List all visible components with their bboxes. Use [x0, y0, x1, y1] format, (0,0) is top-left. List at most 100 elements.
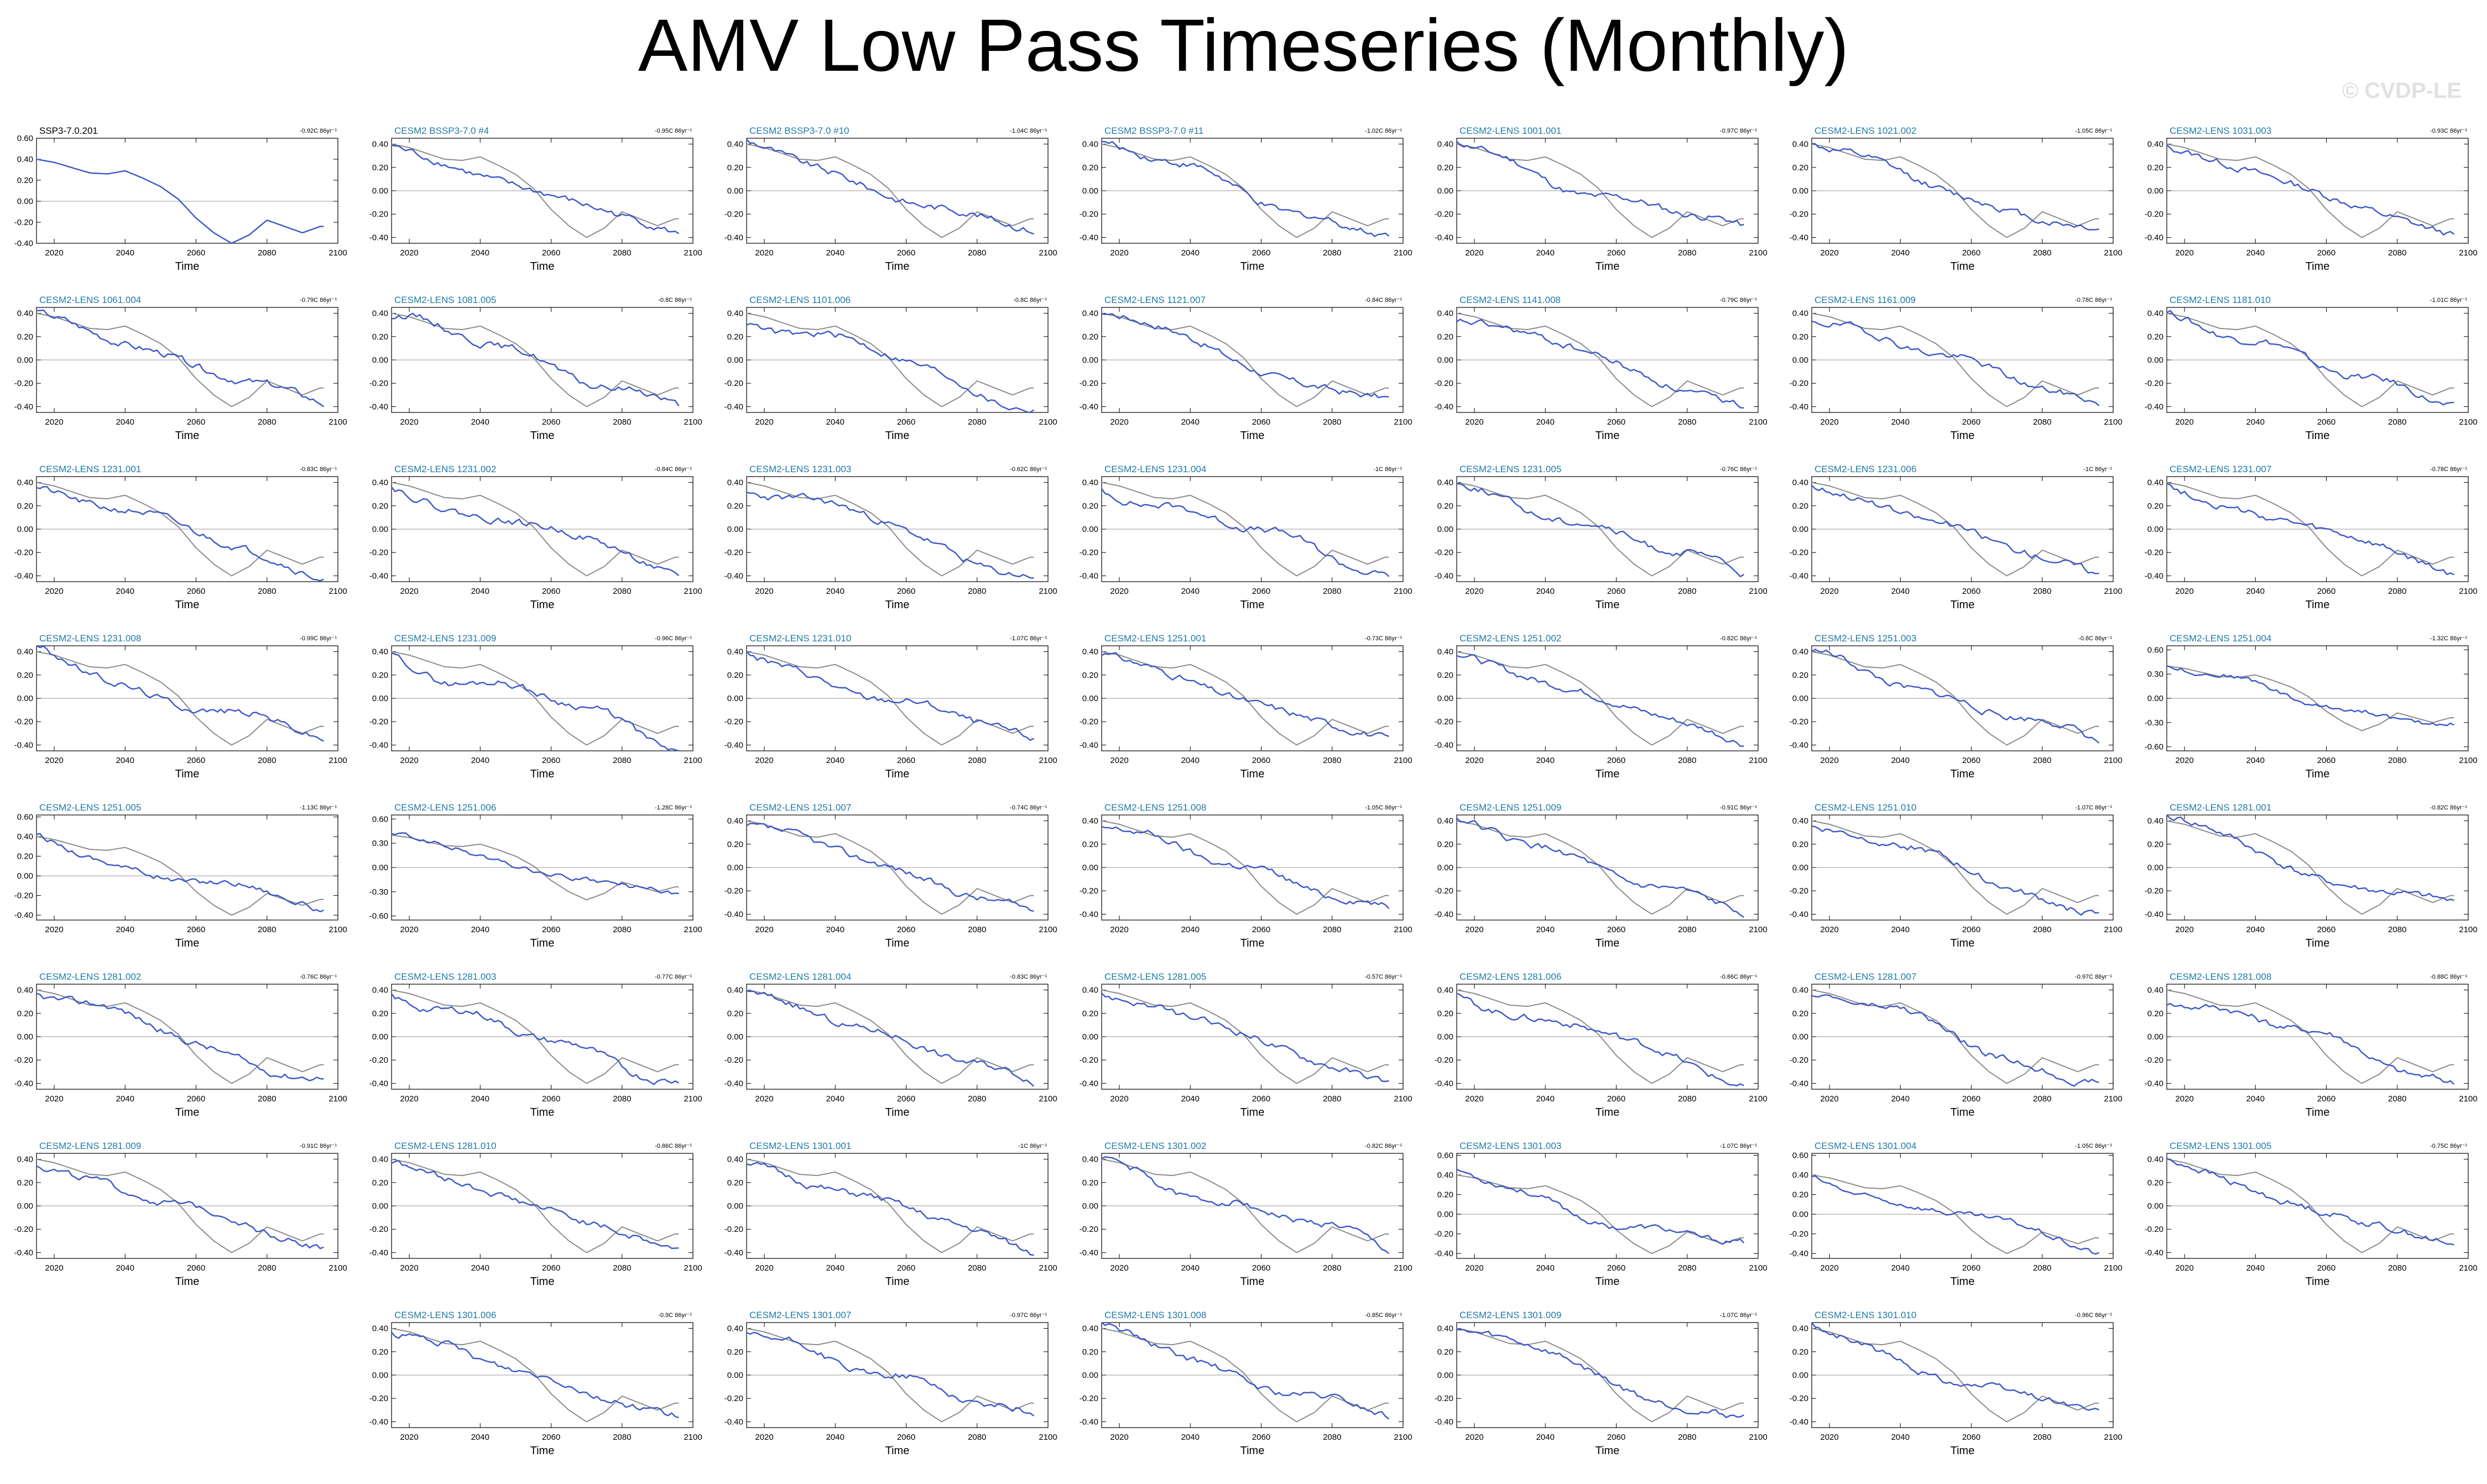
reference-series-line [1811, 1174, 2099, 1255]
member-series-line [746, 990, 1035, 1087]
y-tick-label: 0.20 [727, 840, 743, 849]
y-tick-label: -0.20 [1790, 379, 1808, 388]
x-axis-title: Time [530, 1445, 555, 1457]
y-tick-label: -0.40 [14, 740, 33, 750]
x-tick-label: 2100 [684, 925, 702, 934]
reference-series-line [391, 1328, 679, 1423]
panel-title: CESM2-LENS 1251.007 [749, 802, 851, 813]
x-tick-label: 2020 [400, 248, 418, 258]
x-tick-label: 2080 [613, 925, 631, 934]
member-series-line [391, 1331, 679, 1419]
x-tick-label: 2100 [684, 1263, 702, 1273]
x-axis-title: Time [885, 1276, 910, 1288]
chart-panel: CESM2-LENS 1181.010 -1.01C 86yr⁻¹ 0.40 0.20… [2145, 295, 2478, 442]
y-tick-label: 0.00 [1792, 1371, 1808, 1380]
y-tick-label: 0.40 [2147, 817, 2163, 826]
reference-series-line [1101, 1158, 1389, 1253]
x-axis-title: Time [175, 768, 200, 780]
y-tick-label: 0.20 [1437, 1009, 1453, 1018]
member-series-line [391, 312, 680, 407]
y-tick-label: -0.40 [1435, 402, 1453, 411]
member-series-line [391, 487, 680, 577]
x-tick-label: 2100 [684, 1094, 702, 1104]
panel-frame [1456, 1153, 1759, 1259]
panel-title: CESM2-LENS 1141.008 [1459, 295, 1561, 305]
y-tick-label: -0.20 [2145, 886, 2163, 896]
panel-title: CESM2-LENS 1301.008 [1104, 1310, 1206, 1320]
y-tick-label: 0.40 [1437, 817, 1453, 826]
x-tick-label: 2020 [755, 925, 773, 934]
x-tick-label: 2080 [968, 756, 986, 765]
y-tick-label: 0.00 [1082, 525, 1098, 534]
panel-trend-label: -0.97C 86yr⁻¹ [2075, 974, 2112, 980]
member-series-line [1811, 1322, 2099, 1411]
x-tick-label: 2040 [1536, 1263, 1555, 1273]
chart-panel: CESM2-LENS 1231.003 -0.62C 86yr⁻¹ 0.40 0.20… [724, 464, 1057, 611]
y-tick-label: 0.40 [1082, 986, 1098, 995]
panel-trend-label: -1.02C 86yr⁻¹ [1365, 128, 1402, 134]
member-series-line [746, 651, 1034, 741]
reference-series-line [746, 820, 1034, 915]
chart-panel: CESM2-LENS 1231.002 -0.84C 86yr⁻¹ 0.40 0.20… [369, 464, 702, 611]
y-tick-label: -0.20 [14, 218, 33, 227]
y-tick-label: 0.20 [372, 332, 388, 342]
x-tick-label: 2020 [1465, 1094, 1483, 1104]
y-tick-label: -0.40 [1790, 233, 1808, 242]
chart-panel: CESM2-LENS 1251.005 -1.13C 86yr⁻¹ 0.60 0.40… [14, 802, 347, 949]
y-tick-label: 0.20 [1437, 1347, 1453, 1357]
x-tick-label: 2080 [968, 1433, 986, 1442]
panel-title: CESM2-LENS 1061.004 [39, 295, 141, 305]
x-tick-label: 2080 [968, 587, 986, 596]
y-tick-label: -0.40 [724, 233, 743, 242]
panel-title: CESM2-LENS 1251.010 [1815, 802, 1916, 813]
y-tick-label: -0.40 [1790, 402, 1808, 411]
x-axis-title: Time [1596, 1106, 1620, 1119]
chart-panel: CESM2-LENS 1301.005 -0.75C 86yr⁻¹ 0.40 0.20… [2145, 1141, 2478, 1288]
panel-title: CESM2-LENS 1181.010 [2170, 295, 2271, 305]
reference-series-line [391, 834, 679, 901]
member-series-line [1101, 140, 1390, 237]
y-tick-label: 0.20 [1437, 1190, 1453, 1200]
x-tick-label: 2080 [1678, 417, 1696, 427]
y-tick-label: -0.40 [14, 911, 33, 920]
x-axis-title: Time [885, 937, 910, 949]
y-tick-label: 0.00 [1082, 1201, 1098, 1211]
x-tick-label: 2020 [45, 756, 63, 765]
x-tick-label: 2080 [2033, 1433, 2051, 1442]
x-tick-label: 2100 [2104, 248, 2122, 258]
x-tick-label: 2040 [1181, 248, 1200, 258]
y-tick-label: 0.20 [1437, 840, 1453, 849]
x-axis-title: Time [1596, 1445, 1620, 1457]
y-tick-label: 0.40 [2147, 478, 2163, 488]
x-tick-label: 2060 [2317, 417, 2335, 427]
x-tick-label: 2020 [1820, 756, 1838, 765]
y-tick-label: 0.20 [727, 332, 743, 342]
x-tick-label: 2020 [400, 1433, 418, 1442]
x-tick-label: 2040 [2246, 1094, 2265, 1104]
y-tick-label: 0.40 [17, 155, 33, 164]
x-tick-label: 2020 [45, 417, 63, 427]
x-tick-label: 2020 [1820, 587, 1838, 596]
x-tick-label: 2100 [1394, 756, 1412, 765]
chart-panel: CESM2-LENS 1281.004 -0.83C 86yr⁻¹ 0.40 0.20… [724, 971, 1057, 1119]
x-axis-title: Time [1240, 599, 1265, 611]
x-axis-title: Time [530, 937, 555, 949]
member-series-line [36, 833, 324, 913]
y-tick-label: 0.40 [17, 1155, 33, 1164]
member-series-line [1456, 1168, 1745, 1245]
x-tick-label: 2020 [400, 756, 418, 765]
y-tick-label: 0.00 [372, 525, 388, 534]
member-series-line [1101, 992, 1389, 1083]
y-tick-label: 0.40 [372, 140, 388, 149]
y-tick-label: -0.40 [2145, 571, 2163, 581]
chart-panel: CESM2-LENS 1281.009 -0.91C 86yr⁻¹ 0.40 0.20… [14, 1141, 347, 1288]
y-tick-label: 0.40 [1792, 140, 1808, 149]
x-tick-label: 2040 [826, 1263, 844, 1273]
x-axis-title: Time [2306, 430, 2330, 442]
y-tick-label: -0.30 [2145, 718, 2163, 728]
panel-trend-label: -0.86C 86yr⁻¹ [1720, 974, 1757, 980]
panel-title: CESM2-LENS 1301.001 [749, 1141, 851, 1151]
x-axis-title: Time [530, 1106, 555, 1119]
x-tick-label: 2100 [1394, 417, 1412, 427]
y-tick-label: 0.40 [2147, 140, 2163, 149]
